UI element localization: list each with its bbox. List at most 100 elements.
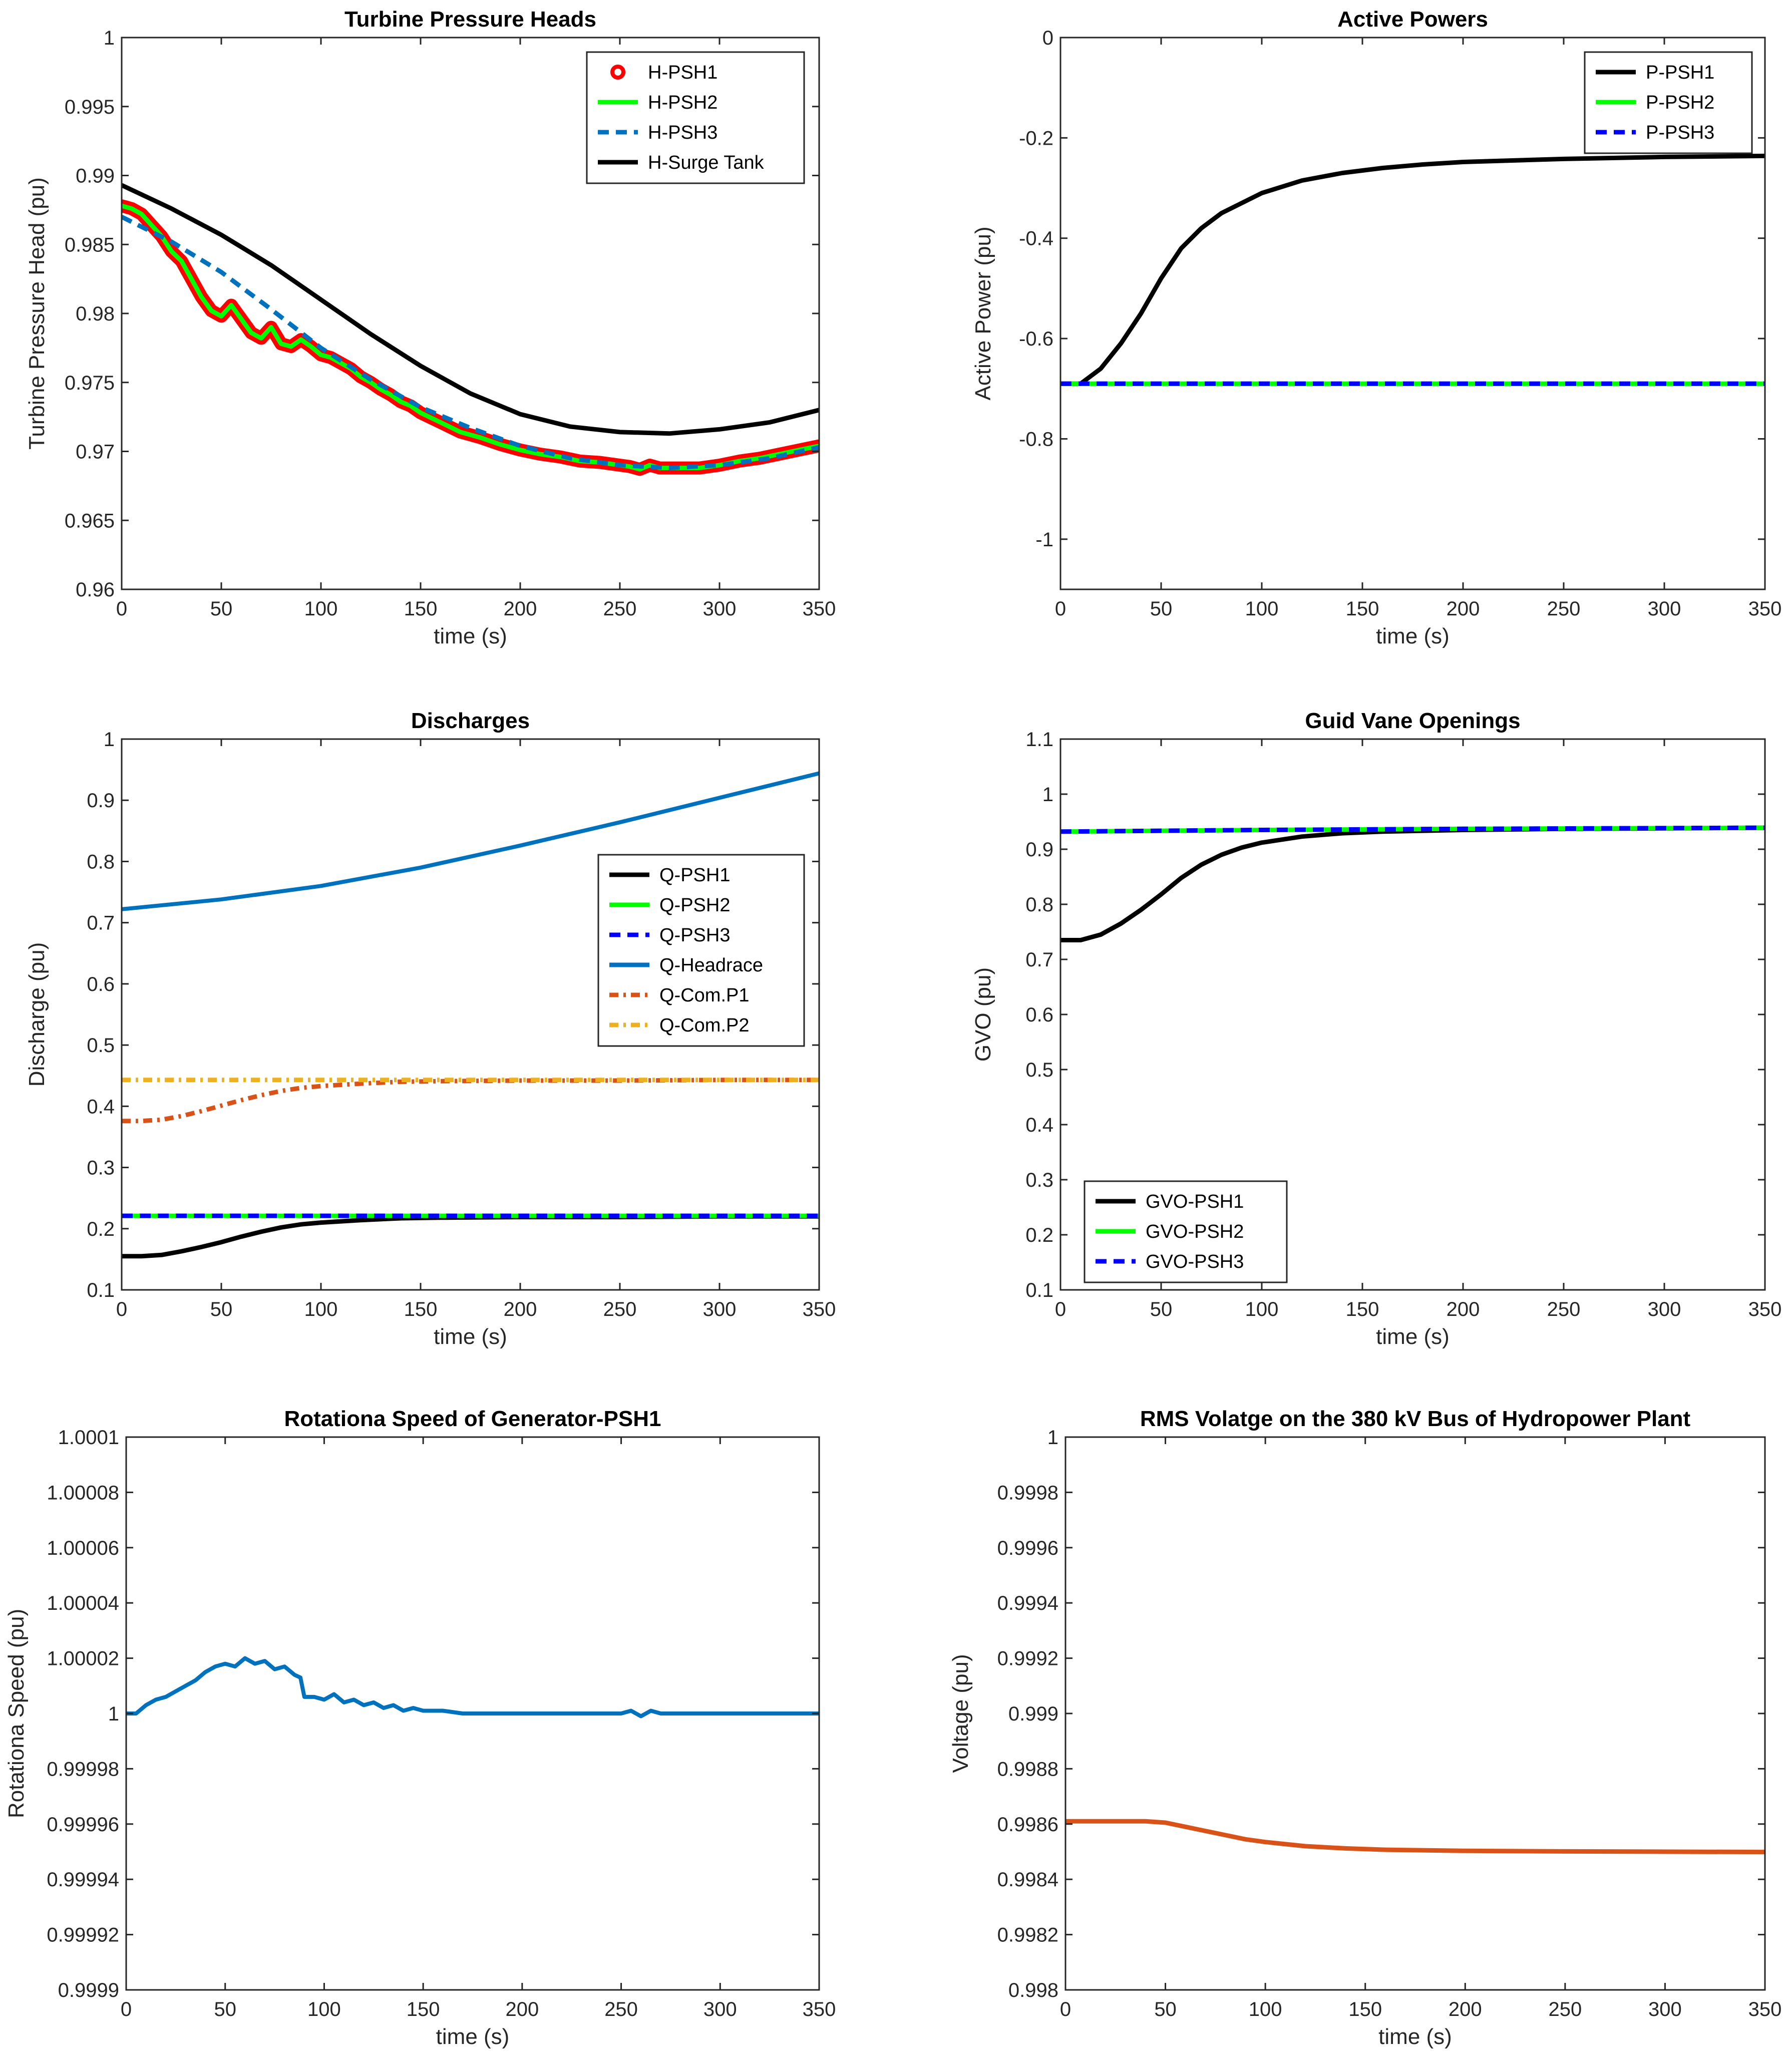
y-tick-label: 0.4 <box>1025 1114 1053 1136</box>
y-tick-label: 0.1 <box>1025 1279 1053 1301</box>
chart-rms-voltage: 0 50 100 150 200 250 300 350 0.998 0.9982 0.9984 0.… <box>948 1407 1782 2049</box>
series-group <box>1060 825 1765 942</box>
plot-area <box>1065 1437 1765 1990</box>
chart-discharges: 0 50 100 150 200 250 300 350 0.1 0.2 0.3 0.4 0.5 0.6 0… <box>25 709 836 1349</box>
x-tick-label: 50 <box>210 1298 233 1320</box>
x-tick-label: 300 <box>703 1998 737 2020</box>
x-tick-label: 250 <box>1547 598 1581 620</box>
x-tick-label: 50 <box>1150 1298 1173 1320</box>
legend-item-gvo-psh1: GVO-PSH1 <box>1096 1191 1244 1212</box>
y-axis-label: GVO (pu) <box>971 967 995 1062</box>
x-tick-label: 0 <box>1060 1998 1071 2020</box>
y-tick-label: 1.00008 <box>47 1482 119 1504</box>
y-axis-label: Voltage (pu) <box>948 1654 973 1773</box>
axes-box <box>121 738 820 1291</box>
legend: H-PSH1 H-PSH2 H-PSH3 H-Surge Tank <box>586 51 805 184</box>
legend-item-gvo-psh2: GVO-PSH2 <box>1096 1221 1244 1242</box>
x-tick-label: 250 <box>603 1298 637 1320</box>
x-tick-label: 250 <box>603 598 637 620</box>
x-tick-label: 350 <box>803 1298 836 1320</box>
x-tick-label: 0 <box>116 598 127 620</box>
y-tick-label: 0.9986 <box>997 1814 1058 1836</box>
chart-title: Turbine Pressure Heads <box>344 7 596 32</box>
y-tick-label: 0.998 <box>1008 1979 1058 2001</box>
x-tick-label: 50 <box>1154 1998 1177 2020</box>
y-tick-label: 0.995 <box>65 96 115 118</box>
x-tick-label: 100 <box>304 1298 338 1320</box>
x-tick-label: 0 <box>1055 598 1066 620</box>
y-tick-label: 0.975 <box>65 372 115 394</box>
y-tick-label: 0.2 <box>87 1218 115 1240</box>
series-h-psh3 <box>122 215 819 471</box>
legend: P-PSH1 P-PSH2 P-PSH3 <box>1584 51 1753 154</box>
series-group <box>122 771 819 1259</box>
x-tick-label: 50 <box>210 598 233 620</box>
x-axis-label: time (s) <box>1376 624 1450 648</box>
legend-item-q-psh2: Q-PSH2 <box>609 895 730 916</box>
legend-item-h-surge-tank: H-Surge Tank <box>598 152 765 173</box>
y-tick-label: 0.99996 <box>47 1814 119 1836</box>
x-tick-label: 150 <box>407 1998 440 2020</box>
x-tick-label: 150 <box>1346 1298 1379 1320</box>
y-tick-label: 0.98 <box>76 303 115 325</box>
chart-title: RMS Volatge on the 380 kV Bus of Hydropo… <box>1140 1407 1691 1431</box>
x-tick-label: 0 <box>116 1298 127 1320</box>
y-axis-label: Discharge (pu) <box>25 942 49 1087</box>
x-tick-label: 350 <box>1748 1998 1782 2020</box>
y-tick-label: 0.9996 <box>997 1537 1058 1559</box>
legend-label: GVO-PSH3 <box>1146 1251 1244 1272</box>
legend-label: GVO-PSH1 <box>1146 1191 1244 1212</box>
y-tick-label: 0.9992 <box>997 1648 1058 1670</box>
y-tick-label: 0.99992 <box>47 1924 119 1946</box>
x-tick-label: 300 <box>1648 1998 1682 2020</box>
x-tick-label: 100 <box>1249 1998 1282 2020</box>
x-tick-label: 250 <box>604 1998 638 2020</box>
x-axis-label: time (s) <box>436 2024 510 2049</box>
x-tick-label: 150 <box>1346 598 1379 620</box>
x-tick-label: 0 <box>1055 1298 1066 1320</box>
x-tick-label: 350 <box>803 598 836 620</box>
x-tick-label: 50 <box>214 1998 236 2020</box>
chart-title: Guid Vane Openings <box>1305 709 1520 733</box>
series-group <box>1065 1819 1765 1855</box>
y-tick-label: 1.00004 <box>47 1592 119 1614</box>
chart-turbine-pressure-heads: 0 50 100 150 200 250 300 350 0.96 0.965 0.97 0.975 0… <box>25 7 836 648</box>
legend-label: P-PSH1 <box>1646 62 1714 83</box>
y-tick-label: -0.6 <box>1019 328 1053 350</box>
y-tick-label: 0.9999 <box>58 1979 119 2001</box>
legend-label: Q-PSH1 <box>659 865 730 886</box>
y-tick-label: 1.0001 <box>58 1427 119 1449</box>
series-q-com-p1 <box>122 1078 819 1124</box>
legend-label: P-PSH3 <box>1646 122 1714 143</box>
series-p-psh1 <box>1060 153 1765 386</box>
y-tick-label: 0.9984 <box>997 1869 1058 1891</box>
legend-item-p-psh2: P-PSH2 <box>1596 92 1714 113</box>
y-tick-label: 0.5 <box>87 1035 115 1057</box>
y-tick-label: 1 <box>104 27 115 49</box>
y-axis-label: Active Power (pu) <box>971 226 995 400</box>
y-tick-label: 0.1 <box>87 1279 115 1301</box>
series-gvo-psh3 <box>1060 825 1765 834</box>
legend-item-p-psh3: P-PSH3 <box>1596 122 1714 143</box>
y-tick-label: 0.9982 <box>997 1924 1058 1946</box>
y-tick-label: -0.2 <box>1019 127 1053 149</box>
y-tick-label: 0.965 <box>65 510 115 532</box>
y-tick-label: 0.9994 <box>997 1592 1058 1614</box>
legend-label: H-PSH3 <box>648 122 718 143</box>
y-tick-label: 0.4 <box>87 1096 115 1118</box>
legend-label: P-PSH2 <box>1646 92 1714 113</box>
legend-item-p-psh1: P-PSH1 <box>1596 62 1714 83</box>
x-tick-label: 300 <box>1648 598 1681 620</box>
x-tick-label: 200 <box>1447 1298 1480 1320</box>
y-tick-label: -0.4 <box>1019 228 1053 250</box>
series-v-bus <box>1065 1819 1765 1855</box>
legend-label: Q-Headrace <box>659 955 763 976</box>
y-tick-label: 1 <box>1042 784 1053 806</box>
legend: GVO-PSH1 GVO-PSH2 GVO-PSH3 <box>1084 1180 1288 1283</box>
y-tick-label: 0.999 <box>1008 1703 1058 1725</box>
x-tick-label: 250 <box>1548 1998 1582 2020</box>
legend-swatch <box>610 65 625 80</box>
legend-item-h-psh3: H-PSH3 <box>598 122 718 143</box>
chart-rotational-speed: 0 50 100 150 200 250 300 350 0.9999 0.99992 0.9999… <box>4 1407 836 2049</box>
